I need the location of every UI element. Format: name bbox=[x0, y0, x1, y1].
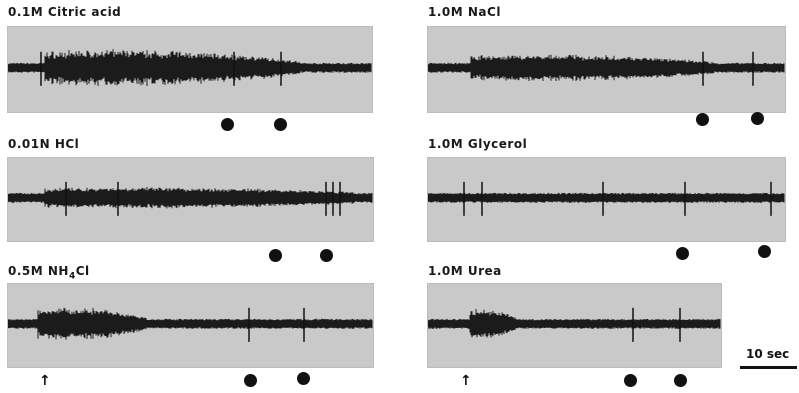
panel-label-urea: 1.0M Urea bbox=[428, 264, 502, 278]
stimulus-marker-dot bbox=[751, 112, 764, 125]
panel-label-nh4cl: 0.5M NH4Cl bbox=[8, 264, 90, 281]
trace-urea-waveform bbox=[428, 307, 721, 342]
stimulus-marker-dot bbox=[297, 372, 310, 385]
trace-hcl-waveform bbox=[8, 181, 373, 216]
stimulus-marker-dot bbox=[758, 245, 771, 258]
stimulus-onset-arrow-icon: ↑ bbox=[460, 373, 472, 389]
stimulus-marker-dot bbox=[696, 113, 709, 126]
panel-label-nh4cl-subscript: 4 bbox=[68, 271, 76, 282]
stimulus-marker-dot bbox=[320, 249, 333, 262]
trace-glycerol-waveform bbox=[428, 181, 785, 216]
stimulus-marker-dot bbox=[221, 118, 234, 131]
panel-label-citric-acid: 0.1M Citric acid bbox=[8, 5, 122, 19]
panel-label-glycerol: 1.0M Glycerol bbox=[428, 137, 528, 151]
panel-label-nh4cl-suffix: Cl bbox=[75, 264, 90, 278]
panel-label-nh4cl-main: 0.5M NH bbox=[8, 264, 69, 278]
trace-glycerol bbox=[427, 157, 786, 242]
trace-citric-acid-waveform bbox=[8, 49, 372, 86]
stimulus-marker-dot bbox=[624, 374, 637, 387]
stimulus-marker-dot bbox=[274, 118, 287, 131]
scale-bar-label: 10 sec bbox=[746, 347, 790, 361]
panel-label-nacl: 1.0M NaCl bbox=[428, 5, 501, 19]
stimulus-marker-dot bbox=[269, 249, 282, 262]
trace-nacl bbox=[427, 26, 786, 113]
stimulus-onset-arrow-icon: ↑ bbox=[39, 373, 51, 389]
trace-hcl bbox=[7, 157, 374, 242]
stimulus-marker-dot bbox=[674, 374, 687, 387]
trace-urea bbox=[427, 283, 722, 368]
trace-nh4cl-waveform bbox=[8, 307, 373, 342]
panel-label-hcl: 0.01N HCl bbox=[8, 137, 80, 151]
trace-nacl-waveform bbox=[428, 51, 785, 86]
trace-nh4cl bbox=[7, 283, 374, 368]
stimulus-marker-dot bbox=[244, 374, 257, 387]
stimulus-marker-dot bbox=[676, 247, 689, 260]
scale-bar bbox=[740, 366, 797, 369]
trace-citric-acid bbox=[7, 26, 373, 113]
